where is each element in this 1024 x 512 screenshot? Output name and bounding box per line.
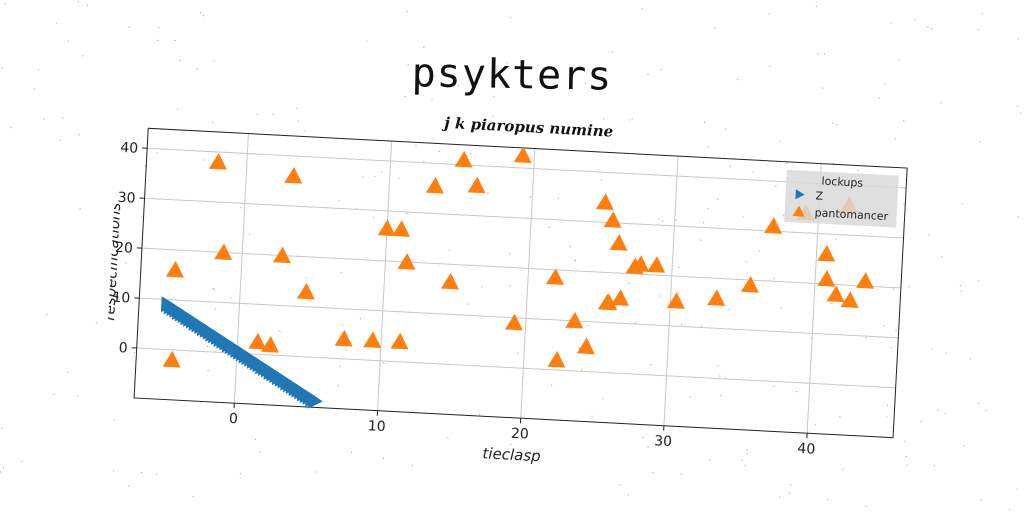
chart-title: j k piaropus numine <box>441 114 614 141</box>
data-point-pantomancer <box>261 336 280 353</box>
data-point-pantomancer <box>425 176 444 194</box>
plot-area-frame <box>133 127 908 439</box>
data-point-pantomancer <box>513 146 532 164</box>
data-point-pantomancer <box>334 329 353 347</box>
data-point-pantomancer <box>504 313 523 331</box>
x-tick-label: 0 <box>229 411 239 427</box>
data-marks <box>160 146 874 409</box>
data-point-pantomancer <box>609 234 628 251</box>
x-tick-label: 30 <box>654 433 673 450</box>
data-point-pantomancer <box>764 217 783 234</box>
x-axis-label: tieclasp <box>482 444 541 465</box>
data-point-pantomancer <box>454 150 473 168</box>
data-point-pantomancer <box>363 331 382 349</box>
scatter-chart: j k piaropus numine 0 10 20 30 40 0 10 20 30 40 t… <box>101 114 908 465</box>
y-tick-label: 40 <box>120 140 139 157</box>
data-point-pantomancer <box>467 176 486 194</box>
data-point-pantomancer <box>390 332 409 350</box>
legend-box <box>784 169 899 228</box>
data-point-pantomancer <box>440 272 459 290</box>
legend-marker-pantomancer <box>792 205 805 217</box>
data-point-pantomancer <box>666 292 685 309</box>
y-tick-label: 30 <box>117 190 136 207</box>
y-tick-label: 10 <box>112 290 131 307</box>
x-tick-label: 20 <box>511 426 530 443</box>
x-grid-line <box>377 141 393 411</box>
data-point-pantomancer <box>740 276 759 293</box>
data-point-pantomancer <box>397 253 416 270</box>
x-grid-line <box>663 156 679 426</box>
data-point-z <box>308 392 323 409</box>
data-point-pantomancer <box>547 351 566 368</box>
x-tick-label: 40 <box>797 441 816 458</box>
data-point-pantomancer <box>162 350 181 368</box>
data-point-pantomancer <box>840 291 859 308</box>
legend-marker-z <box>795 189 805 200</box>
data-point-pantomancer <box>377 219 396 237</box>
y-grid-line <box>141 247 901 289</box>
y-tick-label: 20 <box>115 240 134 257</box>
data-point-pantomancer <box>595 193 614 210</box>
data-point-pantomancer <box>208 153 227 170</box>
data-point-pantomancer <box>599 293 618 311</box>
y-grid-line <box>139 297 899 339</box>
chart-container: j k piaropus numine 0 10 20 30 40 0 10 20 30 40 t… <box>101 89 939 501</box>
data-point-pantomancer <box>826 285 845 303</box>
data-point-pantomancer <box>576 337 595 355</box>
y-grid-line <box>147 147 907 189</box>
data-point-pantomancer <box>296 282 315 300</box>
legend-label-z: Z <box>815 189 824 202</box>
y-tick-label: 0 <box>118 340 128 356</box>
data-point-pantomancer <box>546 268 564 285</box>
data-point-pantomancer <box>272 246 291 264</box>
x-tick-label: 10 <box>367 418 386 435</box>
data-point-pantomancer <box>610 289 629 306</box>
legend-title: lockups <box>821 175 863 190</box>
data-point-pantomancer <box>214 243 233 261</box>
legend-label-pantomancer: pantomancer <box>814 206 889 223</box>
y-grid-line <box>136 347 896 389</box>
data-point-pantomancer <box>603 211 622 228</box>
x-grid-line <box>520 148 536 419</box>
data-point-pantomancer <box>855 272 874 289</box>
data-point-pantomancer <box>392 220 411 237</box>
data-point-pantomancer <box>165 260 184 278</box>
data-point-pantomancer <box>631 255 650 272</box>
axis-ticks: 0 10 20 30 40 0 10 20 30 40 <box>112 140 816 458</box>
data-point-pantomancer <box>707 289 726 306</box>
data-point-pantomancer <box>817 270 836 287</box>
data-point-pantomancer <box>248 332 267 350</box>
data-point-pantomancer <box>565 311 584 329</box>
data-point-pantomancer <box>284 167 303 184</box>
data-point-pantomancer <box>817 245 836 262</box>
data-point-pantomancer <box>647 256 666 273</box>
legend: lockups Z pantomancer <box>784 169 899 228</box>
